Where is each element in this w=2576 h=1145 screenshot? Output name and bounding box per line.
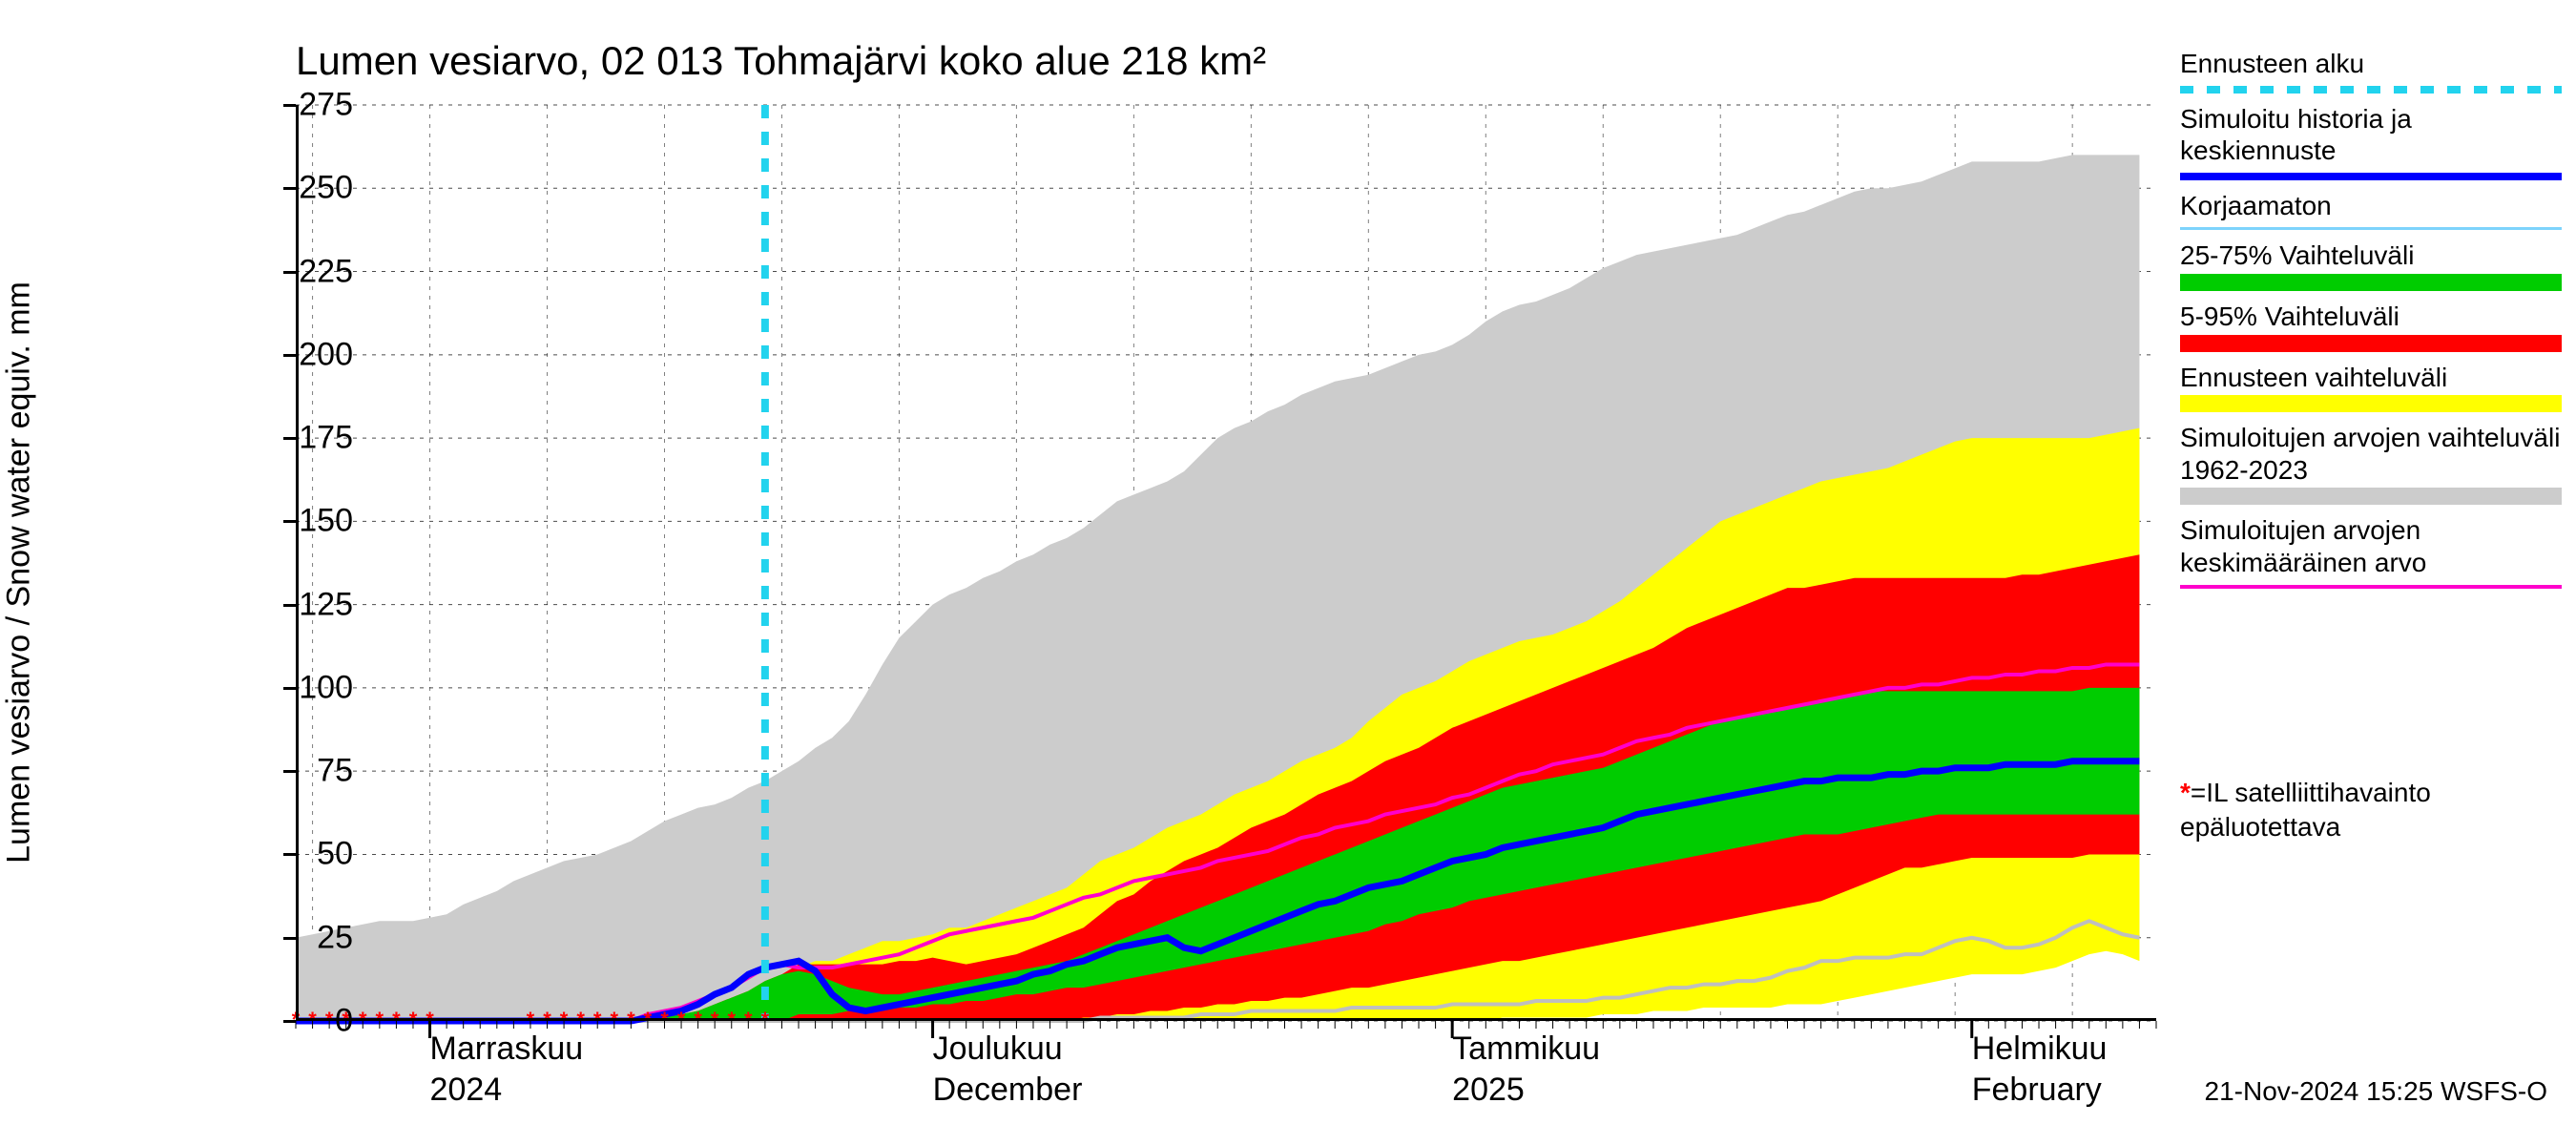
legend-uncorrected: Korjaamaton [2180, 190, 2562, 231]
y-tick-mark [283, 520, 296, 523]
legend-label-forecast-start: Ennusteen alku [2180, 48, 2562, 80]
legend-range-5-95: 5-95% Vaihteluväli [2180, 301, 2562, 352]
plot-area-border [296, 105, 2156, 1021]
x-month-label: HelmikuuFebruary [1972, 1029, 2108, 1110]
legend-sim-mean: Simuloitujen arvojen keskimääräinen arvo [2180, 514, 2562, 588]
satellite-star-icon: * [2180, 778, 2191, 807]
y-tick-mark [283, 1020, 296, 1023]
swatch-forecast-start [2180, 86, 2562, 94]
y-tick-mark [283, 104, 296, 107]
y-tick-mark [283, 271, 296, 274]
swatch-uncorrected [2180, 227, 2562, 230]
x-month-label: JoulukuuDecember [933, 1029, 1083, 1110]
y-tick-mark [283, 770, 296, 773]
y-tick-mark [283, 437, 296, 440]
y-tick-mark [283, 853, 296, 856]
legend-label-25-75: 25-75% Vaihteluväli [2180, 239, 2562, 272]
y-tick-mark [283, 604, 296, 607]
swatch-sim-range-hist [2180, 488, 2562, 505]
swatch-sim-history [2180, 173, 2562, 180]
satellite-note: *=IL satelliittihavainto epäluotettava [2180, 776, 2576, 845]
legend-forecast-start: Ennusteen alku [2180, 48, 2562, 94]
legend: Ennusteen alku Simuloitu historia ja kes… [2180, 48, 2562, 598]
legend-label-sim-history: Simuloitu historia ja keskiennuste [2180, 103, 2562, 167]
legend-sim-range-hist: Simuloitujen arvojen vaihteluväli 1962-2… [2180, 422, 2562, 505]
x-month-label: Marraskuu2024 [430, 1029, 584, 1110]
satellite-note-text: =IL satelliittihavainto epäluotettava [2180, 778, 2431, 842]
y-tick-mark [283, 354, 296, 357]
legend-sim-history: Simuloitu historia ja keskiennuste [2180, 103, 2562, 180]
y-tick-mark [283, 937, 296, 940]
swatch-sim-mean [2180, 585, 2562, 589]
legend-label-forecast-range: Ennusteen vaihteluväli [2180, 362, 2562, 394]
chart-container: Lumen vesiarvo / Snow water equiv. mm Lu… [0, 0, 2576, 1145]
legend-label-uncorrected: Korjaamaton [2180, 190, 2562, 222]
y-tick-mark [283, 187, 296, 190]
legend-label-sim-range-hist: Simuloitujen arvojen vaihteluväli 1962-2… [2180, 422, 2562, 486]
legend-label-5-95: 5-95% Vaihteluväli [2180, 301, 2562, 333]
swatch-forecast-range [2180, 395, 2562, 412]
legend-range-25-75: 25-75% Vaihteluväli [2180, 239, 2562, 291]
y-axis-label: Lumen vesiarvo / Snow water equiv. mm [1, 281, 38, 864]
legend-label-sim-mean: Simuloitujen arvojen keskimääräinen arvo [2180, 514, 2562, 578]
swatch-25-75 [2180, 274, 2562, 291]
legend-forecast-range: Ennusteen vaihteluväli [2180, 362, 2562, 413]
swatch-5-95 [2180, 335, 2562, 352]
chart-title: Lumen vesiarvo, 02 013 Tohmajärvi koko a… [296, 38, 1266, 84]
x-month-label: Tammikuu2025 [1452, 1029, 1600, 1110]
chart-footer: 21-Nov-2024 15:25 WSFS-O [2205, 1076, 2548, 1107]
y-tick-mark [283, 687, 296, 690]
